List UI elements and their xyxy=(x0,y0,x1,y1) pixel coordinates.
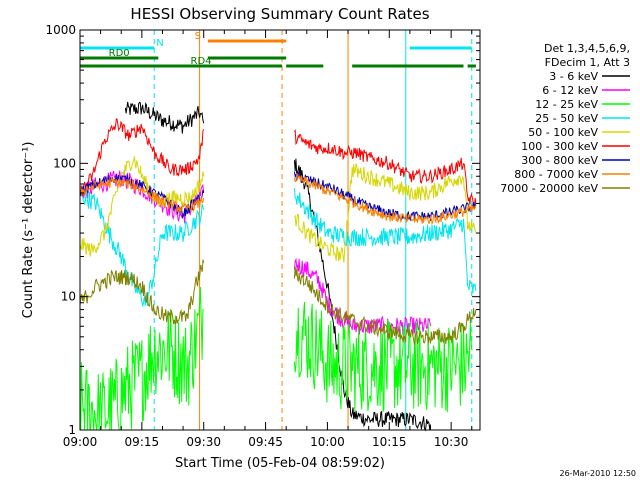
legend-entry-8: 7000 - 20000 keV xyxy=(500,182,598,195)
legend: Det 1,3,4,5,6,9, FDecim 1, Att 3 3 - 6 k… xyxy=(500,42,630,195)
series-2-segment-1 xyxy=(293,301,473,413)
series-4-segment-1 xyxy=(294,163,477,263)
y-tick-label-0: 1 xyxy=(68,423,76,437)
legend-entry-3: 25 - 50 keV xyxy=(535,112,598,125)
series-1-segment-1 xyxy=(293,257,431,336)
y-tick-label-3: 1000 xyxy=(45,23,76,37)
x-tick-label-2: 09:30 xyxy=(186,435,221,449)
series-3-segment-0 xyxy=(79,189,205,308)
legend-header-line-1: Det 1,3,4,5,6,9, xyxy=(544,42,630,55)
legend-entry-0: 3 - 6 keV xyxy=(549,70,598,83)
x-axis-label: Start Time (05-Feb-04 08:59:02) xyxy=(175,456,385,471)
y-axis-label: Count Rate (s⁻¹ detector⁻¹) xyxy=(21,142,36,319)
series-0-segment-0 xyxy=(124,101,205,134)
legend-entry-6: 300 - 800 keV xyxy=(521,154,598,167)
flag-label-s: S xyxy=(195,31,201,42)
legend-entry-2: 12 - 25 keV xyxy=(535,98,598,111)
x-tick-label-6: 10:30 xyxy=(434,435,469,449)
series-7-segment-1 xyxy=(293,173,477,225)
series-5-segment-1 xyxy=(293,128,477,209)
series-2-segment-0 xyxy=(79,286,204,431)
flag-bars: N S RD0 RD4 xyxy=(80,31,476,68)
plot-frame xyxy=(79,29,481,431)
y-tick-label-1: 10 xyxy=(61,290,76,304)
axes: 09:00 09:15 09:30 09:45 10:00 10:15 10:30 1 10 10… xyxy=(45,23,480,449)
plot-area xyxy=(79,30,477,432)
x-tick-label-3: 09:45 xyxy=(248,435,283,449)
series-7-segment-0 xyxy=(79,176,205,213)
x-tick-label-0: 09:00 xyxy=(63,435,98,449)
y-tick-label-2: 100 xyxy=(53,156,76,170)
legend-entry-4: 50 - 100 keV xyxy=(528,126,598,139)
legend-entry-5: 100 - 300 keV xyxy=(521,140,598,153)
legend-header-line-2: FDecim 1, Att 3 xyxy=(545,56,630,69)
timestamp: 26-Mar-2010 12:50 xyxy=(560,469,637,478)
series-3-segment-1 xyxy=(293,188,477,294)
flag-label-rd0: RD0 xyxy=(109,48,130,59)
x-tick-label-4: 10:00 xyxy=(310,435,345,449)
flag-label-n: N xyxy=(156,38,163,49)
legend-entry-7: 800 - 7000 keV xyxy=(514,168,598,181)
legend-entry-1: 6 - 12 keV xyxy=(542,84,598,97)
x-tick-label-1: 09:15 xyxy=(125,435,160,449)
series-4-segment-0 xyxy=(79,156,205,257)
series-8-segment-0 xyxy=(79,259,205,325)
flag-label-rd4: RD4 xyxy=(191,56,212,67)
series-0-segment-1 xyxy=(293,158,431,432)
series-8-segment-1 xyxy=(293,266,477,345)
chart-title: HESSI Observing Summary Count Rates xyxy=(130,5,429,23)
x-tick-label-5: 10:15 xyxy=(372,435,407,449)
series-5-segment-0 xyxy=(79,118,205,197)
